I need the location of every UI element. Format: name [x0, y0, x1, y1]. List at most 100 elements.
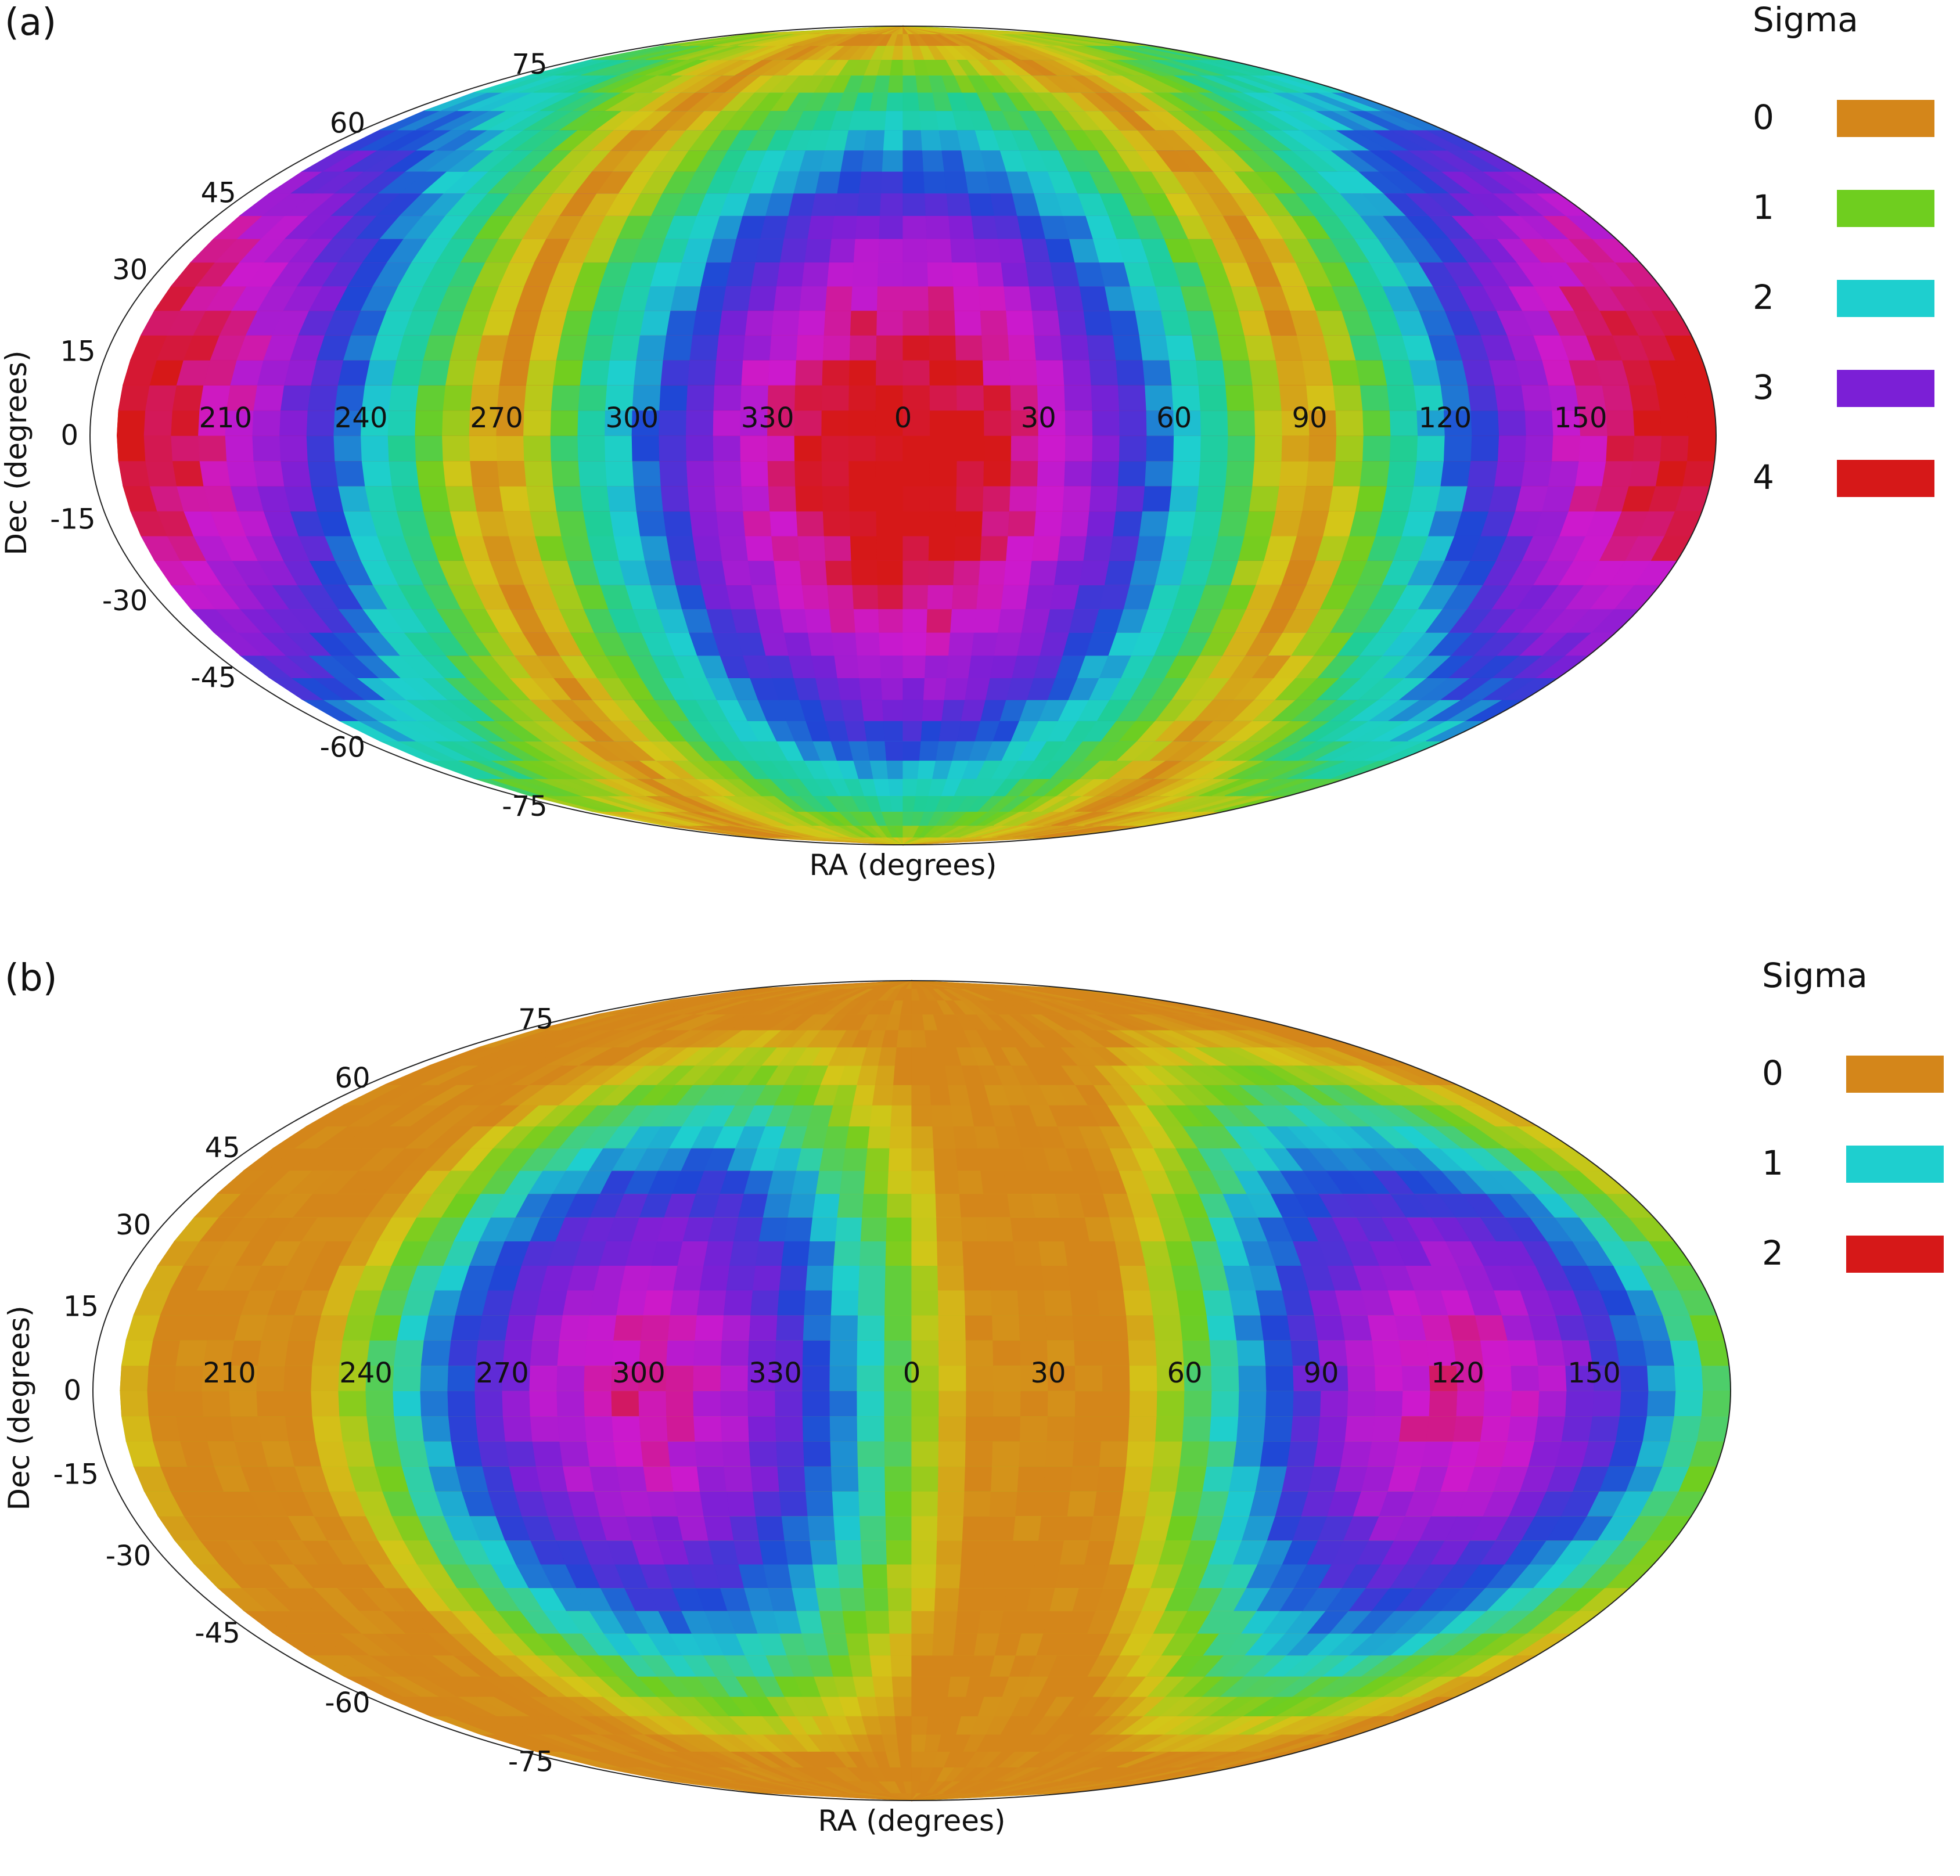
sky-cell [226, 460, 258, 487]
sky-cell [1063, 1240, 1095, 1266]
sky-cell [256, 1364, 286, 1391]
sky-cell [902, 334, 930, 361]
sky-cell [472, 359, 504, 386]
sky-cell [1255, 1465, 1288, 1492]
sky-cell [872, 1084, 894, 1106]
sky-cell [769, 334, 799, 361]
sky-cell [1017, 1465, 1046, 1492]
sky-cell [743, 510, 772, 536]
sky-cell [810, 1216, 838, 1241]
sky-cell [927, 261, 954, 287]
sky-cell [1209, 1415, 1239, 1442]
sky-cell [147, 1364, 177, 1391]
sky-cell [884, 1315, 912, 1341]
sky-cell [1456, 1390, 1486, 1417]
sky-cell [1101, 1340, 1130, 1366]
ra-tick-label: 270 [470, 402, 523, 434]
sky-cell [902, 740, 922, 761]
sky-cell [253, 384, 285, 411]
sky-cell [620, 1265, 653, 1291]
sky-cell [964, 1290, 993, 1316]
sky-cell [929, 384, 958, 411]
sky-cell [876, 560, 904, 585]
sky-cell [1263, 1340, 1294, 1366]
sky-cell [938, 1315, 966, 1341]
sky-cell [472, 485, 504, 512]
sky-cell [837, 171, 862, 194]
sky-cell [1620, 1364, 1649, 1391]
sky-cell [831, 215, 858, 239]
sky-cell [1222, 485, 1253, 512]
sky-cell [840, 150, 865, 172]
sky-cell [747, 1390, 776, 1417]
sky-cell [660, 485, 691, 512]
sky-cell [1335, 409, 1364, 436]
sky-cell [1628, 460, 1661, 487]
sky-cell [821, 384, 850, 411]
sky-cell [978, 560, 1007, 585]
sky-cell [1335, 435, 1364, 462]
sky-cell [883, 720, 904, 741]
sky-cell [1035, 359, 1065, 386]
sky-cell [743, 334, 772, 361]
sky-cell [1670, 1340, 1703, 1366]
sky-cell [1293, 1390, 1322, 1417]
sky-cell [911, 1490, 939, 1517]
sky-cell [1287, 1441, 1319, 1467]
sky-cell [927, 584, 954, 610]
sky-cell [1252, 460, 1282, 487]
sky-cell [699, 1265, 731, 1291]
sky-cell [745, 310, 775, 336]
sky-cell [339, 1415, 371, 1442]
sky-cell [1139, 510, 1170, 536]
sky-cell [1233, 1315, 1264, 1341]
sky-cell [145, 384, 178, 411]
sky-cell [283, 1364, 313, 1391]
panel-a: (a) 210 240 270 300 330 0 30 60 90 120 150 75 60 45 3… [0, 0, 1960, 920]
sky-cell [825, 286, 853, 311]
sky-cell [1191, 510, 1224, 536]
sky-cell [889, 1633, 912, 1656]
sky-cell [776, 584, 805, 610]
sky-cell [1670, 1415, 1703, 1442]
sky-cell [811, 193, 838, 216]
sky-cell [369, 1315, 403, 1341]
sky-cell [418, 359, 451, 386]
sky-cell [1015, 1490, 1045, 1517]
legend-entry-label: 0 [1753, 98, 1774, 137]
sky-cell [611, 1390, 640, 1417]
sky-cell [829, 1415, 858, 1442]
sky-cell [1620, 1390, 1649, 1417]
sky-cell [1109, 310, 1140, 336]
sky-cell [639, 535, 671, 561]
sky-cell [1010, 435, 1039, 462]
sky-cell [1089, 1240, 1120, 1266]
sky-cell [1333, 460, 1364, 487]
sky-cell [686, 460, 715, 487]
sky-cell [857, 1340, 886, 1366]
sky-cell [1129, 1390, 1158, 1417]
sky-cell [530, 510, 562, 536]
sky-cell [853, 238, 880, 263]
sky-cell [666, 1340, 696, 1366]
sky-cell [1125, 1315, 1156, 1341]
ra-tick-label: 150 [1567, 1357, 1621, 1389]
sky-cell [902, 92, 920, 111]
sky-cell [1004, 286, 1033, 311]
sky-cell [1227, 409, 1256, 436]
sky-cell [857, 655, 882, 679]
sky-cell [723, 1290, 754, 1316]
sky-cell [1552, 435, 1581, 462]
sky-cell [1355, 359, 1388, 386]
sky-cell [983, 384, 1012, 411]
sky-cell [477, 1315, 510, 1341]
sky-cell [911, 1734, 927, 1752]
sky-cell [670, 560, 702, 585]
sky-cell [860, 1539, 888, 1565]
sky-cell [174, 1390, 204, 1417]
sky-cell [878, 608, 904, 633]
sky-cell [857, 1315, 886, 1341]
sky-cell [771, 310, 800, 336]
sky-cell [1054, 286, 1084, 311]
